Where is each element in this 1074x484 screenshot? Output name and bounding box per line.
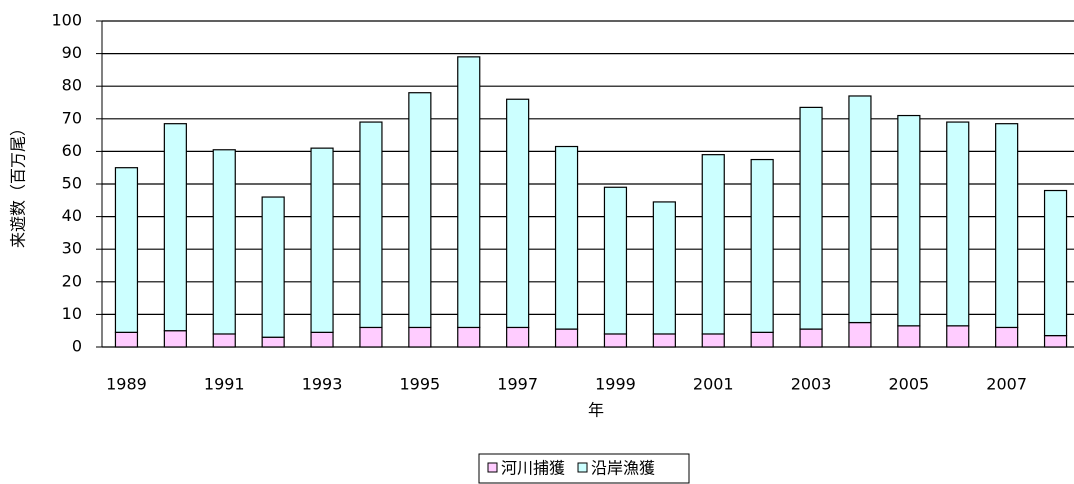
bar-segment [652, 201, 676, 335]
bar-segment [506, 326, 530, 348]
legend-label: 河川捕獲 [501, 459, 565, 478]
bar-segment [408, 326, 432, 348]
bar-segment [212, 149, 236, 335]
bar-segment [995, 123, 1019, 329]
bar-segment [897, 114, 921, 327]
bar-segment [603, 186, 628, 335]
bar-segment [212, 333, 236, 348]
bar-segment [701, 333, 725, 348]
bar-segment [163, 330, 187, 348]
x-tick-label: 1997 [497, 375, 538, 394]
bar-segment [995, 326, 1019, 348]
bar-segment [750, 158, 774, 333]
y-tick-label: 20 [62, 271, 82, 290]
bar-segment [848, 95, 872, 324]
bar-segment [652, 333, 676, 348]
y-tick-label: 100 [51, 11, 82, 30]
x-tick-label: 1999 [595, 375, 636, 394]
bar-segment [750, 331, 774, 348]
y-tick-label: 80 [62, 76, 82, 95]
y-tick-label: 0 [72, 337, 82, 356]
bar-segment [603, 333, 628, 348]
bar-segment [554, 145, 579, 330]
bar-segment [261, 196, 285, 338]
bar-segment [1043, 189, 1068, 337]
bar-segment [946, 121, 970, 327]
x-tick-label: 1993 [302, 375, 343, 394]
bar-segment [946, 325, 970, 348]
bar-segment [554, 328, 579, 348]
bar-segment [261, 336, 285, 348]
y-tick-label: 10 [62, 304, 82, 323]
bar-segment [1043, 334, 1068, 348]
y-axis-title: 来遊数（百万尾） [9, 120, 28, 248]
x-tick-label: 2007 [986, 375, 1027, 394]
x-tick-label: 2003 [791, 375, 832, 394]
bar-segment [163, 123, 187, 332]
bar-segment [799, 328, 823, 348]
y-tick-label: 90 [62, 43, 82, 62]
x-tick-label: 2001 [693, 375, 734, 394]
x-axis-title: 年 [588, 401, 604, 420]
bar-segment [457, 326, 481, 348]
x-tick-label: 1991 [204, 375, 245, 394]
legend-swatch [577, 462, 588, 473]
y-tick-label: 40 [62, 206, 82, 225]
x-tick-label: 1995 [399, 375, 440, 394]
y-tick-label: 70 [62, 108, 82, 127]
bar-segment [848, 321, 872, 348]
bar-segment [310, 147, 334, 333]
bar-segment [310, 331, 334, 348]
legend-swatch [487, 462, 498, 473]
bar-segment [359, 326, 383, 348]
bar-segment [408, 92, 432, 329]
bar-segment [457, 56, 481, 329]
y-tick-label: 50 [62, 174, 82, 193]
legend-label: 沿岸漁獲 [591, 459, 655, 478]
bar-segment [114, 331, 139, 348]
bar-segment [114, 167, 139, 333]
y-tick-label: 30 [62, 239, 82, 258]
bar-segment [506, 98, 530, 329]
bar-segment [701, 154, 725, 335]
y-tick-label: 60 [62, 141, 82, 160]
bar-segment [799, 106, 823, 330]
x-tick-label: 2005 [888, 375, 929, 394]
bar-segment [897, 325, 921, 348]
bar-segment [359, 121, 383, 329]
x-tick-label: 1989 [106, 375, 147, 394]
